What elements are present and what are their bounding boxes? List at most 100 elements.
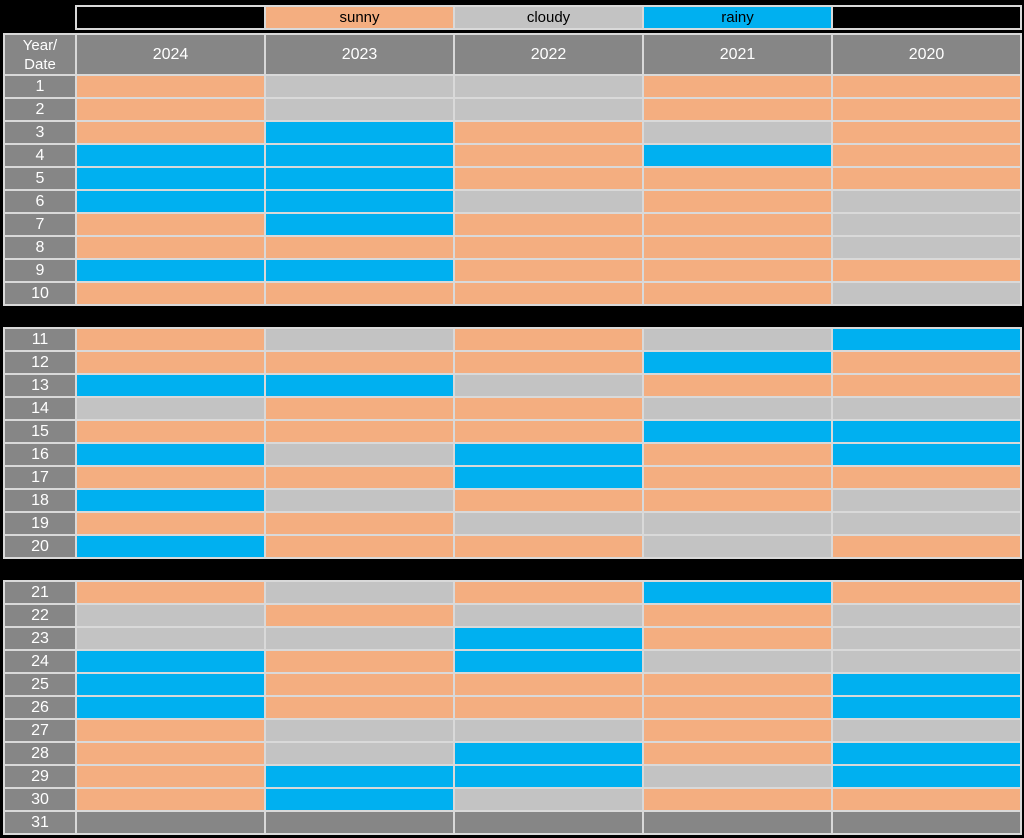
day-label-29: 29 (5, 766, 75, 787)
weather-cell-day20-2024-rainy (77, 536, 264, 557)
weather-cell-day11-2021-cloudy (644, 329, 831, 350)
legend-label-cloudy: cloudy (526, 9, 571, 26)
weather-cell-day11-2024-sunny (77, 329, 264, 350)
weather-cell-day29-2023-rainy (266, 766, 453, 787)
weather-cell-day21-2023-cloudy (266, 582, 453, 603)
weather-cell-day20-2020-sunny (833, 536, 1020, 557)
day-label-1: 1 (5, 76, 75, 97)
weather-cell-day26-2023-sunny (266, 697, 453, 718)
weather-cell-day27-2020-cloudy (833, 720, 1020, 741)
weather-cell-day23-2024-cloudy (77, 628, 264, 649)
legend-label-rainy: rainy (721, 9, 754, 26)
weather-cell-day6-2024-rainy (77, 191, 264, 212)
weather-cell-day10-2024-sunny (77, 283, 264, 304)
weather-cell-day14-2020-cloudy (833, 398, 1020, 419)
weather-cell-day3-2020-sunny (833, 122, 1020, 143)
weather-cell-day20-2023-sunny (266, 536, 453, 557)
weather-cell-day9-2024-rainy (77, 260, 264, 281)
weather-cell-day6-2022-cloudy (455, 191, 642, 212)
day-label-18: 18 (5, 490, 75, 511)
weather-cell-day28-2023-cloudy (266, 743, 453, 764)
weather-cell-day27-2023-cloudy (266, 720, 453, 741)
weather-cell-day31-2024-na (77, 812, 264, 833)
weather-cell-day8-2024-sunny (77, 237, 264, 258)
weather-cell-day31-2021-na (644, 812, 831, 833)
day-label-25: 25 (5, 674, 75, 695)
weather-cell-day24-2024-rainy (77, 651, 264, 672)
weather-cell-day28-2024-sunny (77, 743, 264, 764)
weather-cell-day15-2022-sunny (455, 421, 642, 442)
day-label-15: 15 (5, 421, 75, 442)
weather-cell-day14-2021-cloudy (644, 398, 831, 419)
weather-cell-day9-2023-rainy (266, 260, 453, 281)
day-label-22: 22 (5, 605, 75, 626)
weather-cell-day8-2021-sunny (644, 237, 831, 258)
weather-cell-day1-2023-cloudy (266, 76, 453, 97)
weather-cell-day12-2024-sunny (77, 352, 264, 373)
weather-cell-day8-2020-cloudy (833, 237, 1020, 258)
weather-cell-day13-2022-cloudy (455, 375, 642, 396)
weather-cell-day1-2024-sunny (77, 76, 264, 97)
weather-cell-day3-2023-rainy (266, 122, 453, 143)
legend-empty-cell-left (77, 7, 264, 28)
day-label-26: 26 (5, 697, 75, 718)
weather-cell-day11-2022-sunny (455, 329, 642, 350)
weather-cell-day16-2021-sunny (644, 444, 831, 465)
weather-cell-day30-2021-sunny (644, 789, 831, 810)
weather-cell-day30-2024-sunny (77, 789, 264, 810)
day-label-9: 9 (5, 260, 75, 281)
weather-cell-day12-2023-sunny (266, 352, 453, 373)
day-label-30: 30 (5, 789, 75, 810)
weather-cell-day6-2021-sunny (644, 191, 831, 212)
legend-empty-cell-right (833, 7, 1020, 28)
day-label-21: 21 (5, 582, 75, 603)
weather-cell-day4-2024-rainy (77, 145, 264, 166)
weather-cell-day29-2022-rainy (455, 766, 642, 787)
weather-cell-day23-2020-cloudy (833, 628, 1020, 649)
weather-cell-day26-2020-rainy (833, 697, 1020, 718)
weather-cell-day8-2023-sunny (266, 237, 453, 258)
weather-cell-day15-2020-rainy (833, 421, 1020, 442)
day-label-10: 10 (5, 283, 75, 304)
legend-item-rainy: rainy (644, 7, 831, 28)
weather-cell-day30-2020-sunny (833, 789, 1020, 810)
weather-cell-day28-2020-rainy (833, 743, 1020, 764)
weather-cell-day21-2022-sunny (455, 582, 642, 603)
legend-label-sunny: sunny (339, 9, 380, 26)
weather-cell-day23-2021-sunny (644, 628, 831, 649)
legend: sunny cloudy rainy (75, 5, 1022, 30)
weather-cell-day25-2021-sunny (644, 674, 831, 695)
day-label-31: 31 (5, 812, 75, 833)
day-label-3: 3 (5, 122, 75, 143)
weather-cell-day9-2022-sunny (455, 260, 642, 281)
weather-cell-day22-2021-sunny (644, 605, 831, 626)
weather-cell-day14-2022-sunny (455, 398, 642, 419)
weather-cell-day7-2023-rainy (266, 214, 453, 235)
day-label-12: 12 (5, 352, 75, 373)
day-label-2: 2 (5, 99, 75, 120)
weather-cell-day17-2021-sunny (644, 467, 831, 488)
weather-cell-day6-2020-cloudy (833, 191, 1020, 212)
day-label-8: 8 (5, 237, 75, 258)
year-header-2022: 2022 (455, 35, 642, 74)
weather-cell-day18-2020-cloudy (833, 490, 1020, 511)
weather-cell-day10-2022-sunny (455, 283, 642, 304)
day-label-14: 14 (5, 398, 75, 419)
weather-cell-day23-2022-rainy (455, 628, 642, 649)
weather-cell-day26-2021-sunny (644, 697, 831, 718)
weather-cell-day2-2022-cloudy (455, 99, 642, 120)
weather-cell-day28-2022-rainy (455, 743, 642, 764)
weather-cell-day15-2024-sunny (77, 421, 264, 442)
day-label-19: 19 (5, 513, 75, 534)
day-label-20: 20 (5, 536, 75, 557)
weather-cell-day28-2021-sunny (644, 743, 831, 764)
weather-cell-day22-2024-cloudy (77, 605, 264, 626)
weather-cell-day29-2021-cloudy (644, 766, 831, 787)
weather-cell-day22-2023-sunny (266, 605, 453, 626)
weather-cell-day1-2020-sunny (833, 76, 1020, 97)
weather-cell-day16-2023-cloudy (266, 444, 453, 465)
weather-cell-day5-2020-sunny (833, 168, 1020, 189)
weather-cell-day24-2021-cloudy (644, 651, 831, 672)
corner-header-year-date: Year/ Date (5, 35, 75, 74)
